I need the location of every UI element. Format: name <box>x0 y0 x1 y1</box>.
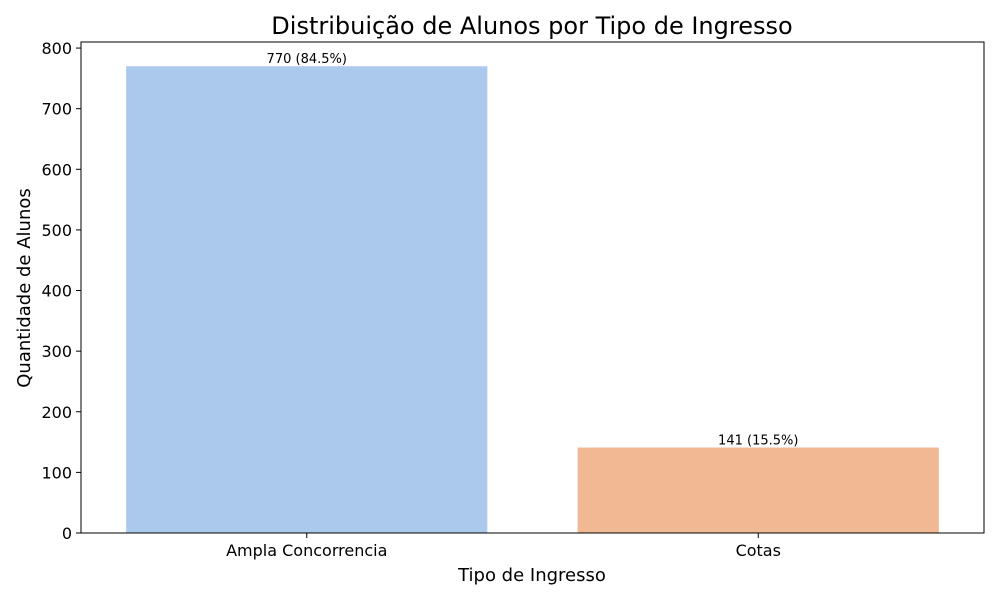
bar-0 <box>126 66 488 533</box>
y-tick-label: 500 <box>41 221 72 240</box>
y-tick-label: 800 <box>41 39 72 58</box>
plot-frame <box>80 41 985 534</box>
bars-group <box>126 66 939 533</box>
y-tick-label: 700 <box>41 100 72 119</box>
y-axis-title: Quantidade de Alunos <box>14 188 35 388</box>
bar-data-label: 141 (15.5%) <box>718 434 798 449</box>
data-labels-group: 770 (84.5%) 141 (15.5%) <box>267 52 799 448</box>
y-tick-label: 0 <box>62 524 72 543</box>
x-axis-ticks: Ampla Concorrencia Cotas <box>226 533 781 560</box>
y-tick-label: 200 <box>41 403 72 422</box>
x-tick-label: Ampla Concorrencia <box>226 541 387 560</box>
y-axis-ticks: 0 100 200 300 400 500 600 700 800 <box>41 39 81 543</box>
bar-1 <box>577 447 939 533</box>
bar-data-label: 770 (84.5%) <box>267 52 347 67</box>
y-tick-label: 100 <box>41 463 72 482</box>
y-tick-label: 600 <box>41 160 72 179</box>
y-tick-label: 400 <box>41 282 72 301</box>
x-tick-label: Cotas <box>736 541 781 560</box>
y-tick-label: 300 <box>41 342 72 361</box>
x-axis-title: Tipo de Ingresso <box>457 565 606 586</box>
chart-title: Distribuição de Alunos por Tipo de Ingre… <box>271 12 792 40</box>
